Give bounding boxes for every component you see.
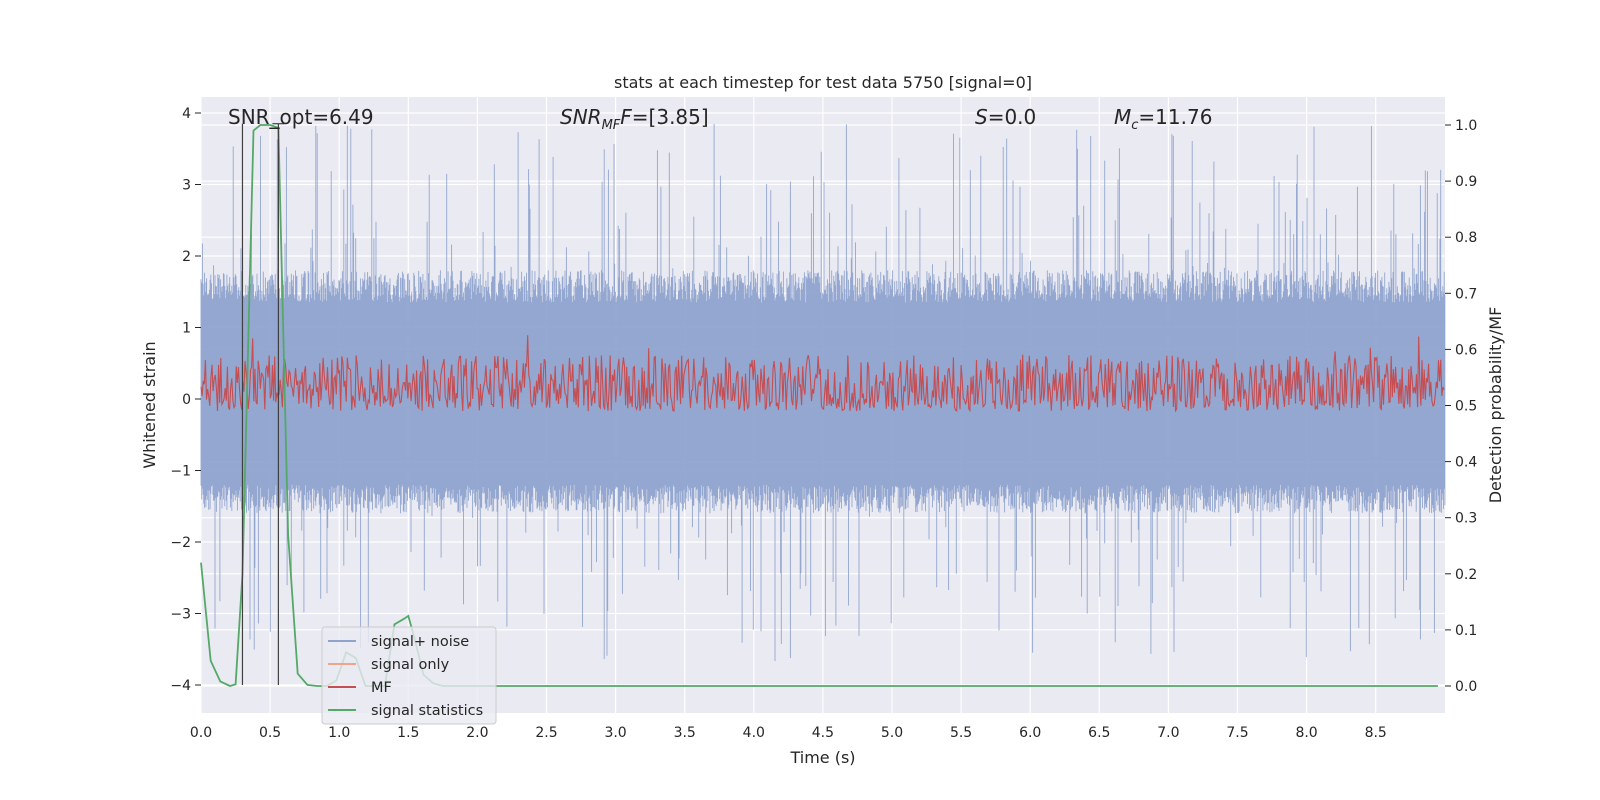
y-axis-label-left: Whitened strain: [140, 341, 159, 468]
annotation-snr-mf-value: =[3.85]: [632, 105, 709, 129]
chart-title: stats at each timestep for test data 575…: [614, 73, 1032, 92]
x-tick-label: 1.0: [328, 725, 350, 741]
annotation-mc: Mc=11.76: [1114, 105, 1212, 133]
legend-label-signal-noise: signal+ noise: [371, 634, 469, 650]
series-mf: [200, 335, 1445, 413]
y-tick-label-left: 0: [182, 392, 191, 408]
y-tick-label-left: 4: [182, 106, 191, 122]
x-tick-label: 8.0: [1295, 725, 1317, 741]
x-tick-label: 2.0: [466, 725, 488, 741]
x-tick-label: 3.0: [604, 725, 626, 741]
y-tick-label-left: −3: [170, 607, 191, 623]
y-tick-label-right: 1.0: [1455, 118, 1477, 134]
x-tick-label: 3.5: [674, 725, 696, 741]
y-tick-label-right: 0.4: [1455, 455, 1477, 471]
x-tick-label: 4.0: [743, 725, 765, 741]
y-tick-label-left: −1: [170, 464, 191, 480]
y-tick-label-right: 0.9: [1455, 174, 1477, 190]
y-tick-label-right: 0.5: [1455, 399, 1477, 415]
legend-label-signal-only: signal only: [371, 657, 450, 673]
y-axis-label-right: Detection probability/MF: [1486, 307, 1505, 504]
y-tick-label-left: 3: [182, 178, 191, 194]
y-tick-label-right: 0.0: [1455, 679, 1477, 695]
y-tick-label-right: 0.2: [1455, 567, 1477, 583]
y-tick-label-right: 0.8: [1455, 230, 1477, 246]
x-tick-label: 0.0: [190, 725, 212, 741]
axes: 0.0 0.5 1.0 1.5 2.0 2.5 3.0 3.5 4.0 4.5 5.0 5.5 6.0 6…: [170, 106, 1477, 741]
annotation-snr-mf-name: SNR: [560, 105, 602, 129]
y-tick-label-left: 2: [182, 249, 191, 265]
x-tick-label: 6.0: [1019, 725, 1041, 741]
annotation-snr-mf-f: F: [620, 105, 632, 129]
x-tick-label: 7.5: [1226, 725, 1248, 741]
x-tick-label: 0.5: [259, 725, 281, 741]
x-tick-label: 7.0: [1157, 725, 1179, 741]
y-tick-label-right: 0.1: [1455, 623, 1477, 639]
x-tick-label: 5.5: [950, 725, 972, 741]
annotation-mc-sub: c: [1131, 118, 1138, 133]
annotation-snr-opt: SNR_opt=6.49: [228, 105, 374, 129]
y-tick-label-right: 0.3: [1455, 511, 1477, 527]
x-tick-label: 5.0: [881, 725, 903, 741]
x-tick-label: 6.5: [1088, 725, 1110, 741]
y-tick-label-left: 1: [182, 321, 191, 337]
annotation-s-name: S: [975, 105, 988, 129]
x-tick-label: 4.5: [812, 725, 834, 741]
x-axis-label: Time (s): [789, 748, 855, 767]
legend-box: [321, 626, 497, 725]
annotation-mc-name: M: [1114, 105, 1131, 129]
y-tick-label-right: 0.6: [1455, 342, 1477, 358]
y-tick-label-left: −2: [170, 535, 191, 551]
annotation-snr-mf: SNRMFF=[3.85]: [560, 105, 709, 133]
x-tick-label: 8.5: [1365, 725, 1387, 741]
annotation-s: S=0.0: [975, 105, 1036, 129]
x-tick-label: 1.5: [397, 725, 419, 741]
y-tick-label-left: −4: [170, 678, 191, 694]
annotation-s-value: =0.0: [988, 105, 1037, 129]
annotation-mc-value: =11.76: [1138, 105, 1212, 129]
legend-label-signal-statistics: signal statistics: [371, 703, 483, 719]
annotation-snr-mf-sub: MF: [602, 118, 621, 133]
x-tick-label: 2.5: [535, 725, 557, 741]
y-tick-label-right: 0.7: [1455, 286, 1477, 302]
legend: signal+ noise signal only MF signal stat…: [321, 626, 497, 725]
legend-label-mf: MF: [371, 680, 392, 696]
